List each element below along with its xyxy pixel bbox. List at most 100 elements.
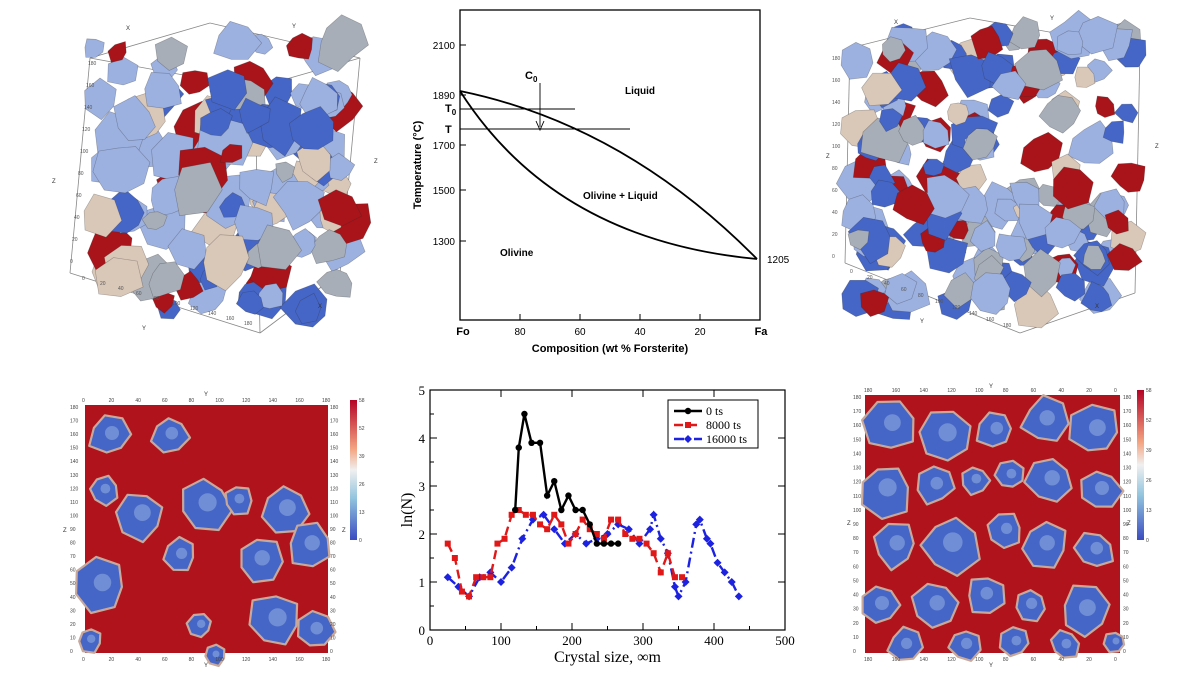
slice-crystal-core: [875, 596, 889, 610]
cube-tick-label: 60: [901, 287, 907, 293]
grain-particle: [141, 211, 168, 230]
grain-particle: [239, 97, 271, 134]
data-point: [681, 578, 690, 586]
data-point: [713, 558, 722, 567]
slice-crystal-core: [268, 608, 287, 627]
slice-crystal-core: [943, 532, 963, 552]
data-point: [521, 410, 528, 418]
data-point: [607, 540, 615, 547]
cube-tick-label: 80: [154, 296, 160, 302]
data-point: [593, 540, 601, 547]
grain-particle: [847, 229, 870, 251]
slice-y-tick: 80: [70, 541, 76, 547]
slice-crystal-core: [878, 478, 897, 497]
slice-y-tick: 60: [70, 568, 76, 574]
slice-x-tick: 80: [189, 398, 195, 404]
slice-y-tick: 110: [330, 500, 338, 506]
slice-left-axis-z2: Z: [342, 528, 346, 534]
slice-y-tick: 140: [1123, 451, 1132, 457]
slice-y-tick: 10: [70, 635, 76, 641]
y-tick-label: 1: [419, 575, 426, 590]
cube-tick-label: 120: [190, 306, 199, 312]
slice-x-tick: 100: [215, 657, 224, 663]
grain-particle: [882, 36, 906, 63]
cube-tick-label: 180: [88, 61, 97, 67]
grain-particle: [1052, 166, 1094, 210]
data-point: [649, 510, 658, 519]
slice-x-tick: 40: [135, 398, 141, 404]
series-8000-ts: [444, 507, 686, 600]
data-point: [679, 574, 686, 581]
slice-x-tick: 160: [295, 657, 304, 663]
data-point: [614, 540, 622, 547]
slice-crystal-core: [961, 637, 973, 649]
slice-y-tick: 180: [853, 395, 862, 401]
grain-particle: [83, 193, 123, 238]
grain-particle: [148, 261, 185, 299]
slice-x-tick: 80: [189, 657, 195, 663]
cube-tick-label: 100: [832, 144, 841, 150]
phase-xtick-40: 40: [634, 327, 646, 338]
grain-particle: [1110, 162, 1146, 193]
slice-x-tick: 160: [295, 398, 304, 404]
data-point: [586, 521, 593, 528]
cube-left-axis-z: Z: [52, 179, 56, 185]
slice-y-tick: 0: [70, 649, 73, 655]
slice-crystal-core: [93, 573, 112, 592]
slice-x-tick: 80: [1003, 388, 1009, 394]
data-point: [451, 555, 458, 561]
cube-tick-label: 120: [832, 122, 841, 128]
data-point: [586, 526, 593, 533]
grain-particle: [203, 234, 250, 292]
phase-end-label-1205: 1205: [767, 255, 790, 266]
slice-y-tick: 120: [330, 486, 339, 492]
x-tick-label: 500: [775, 633, 795, 648]
grain-particle: [926, 174, 970, 219]
cube-left-axis-z2: Z: [374, 159, 378, 165]
slice-x-tick: 160: [892, 657, 901, 663]
data-point: [650, 550, 657, 557]
phase-ytick-1500: 1500: [433, 186, 456, 197]
slice-y-tick: 10: [330, 635, 336, 641]
slice-y-tick: 170: [330, 419, 339, 425]
grain-particle: [1067, 120, 1114, 164]
grain-particle: [1023, 248, 1061, 298]
slice-y-tick: 70: [330, 554, 336, 560]
grain-particle: [92, 146, 151, 194]
grain-particle: [257, 224, 302, 270]
grain-particle: [870, 179, 901, 208]
colorbar-tick: 13: [359, 510, 365, 516]
cube-left-render: X Y Z Z X Y 0 20 40 60 80 100 120 140 160 180 0 20 4…: [52, 14, 378, 334]
slice-y-tick: 100: [70, 513, 79, 519]
grain-particle: [200, 108, 233, 137]
slice-left-colorbar: [350, 400, 357, 540]
grain-particle: [1082, 245, 1106, 270]
cube-tick-label: 40: [74, 215, 80, 221]
slice-crystal-core: [100, 483, 111, 494]
y-tick-label: 3: [419, 479, 426, 494]
slice-x-tick: 20: [1086, 657, 1092, 663]
cube-tick-label: 40: [118, 286, 124, 292]
cube-tick-label: 160: [832, 78, 841, 84]
cube-tick-label: 100: [172, 301, 181, 307]
slice-crystal-core: [889, 535, 905, 551]
slice-crystal-core: [1001, 522, 1013, 534]
slice-y-tick: 90: [1123, 522, 1129, 528]
slice-crystal-core: [971, 473, 982, 484]
slice-right-axis-y: Y: [989, 384, 993, 390]
x-tick-label: 400: [704, 633, 724, 648]
slice-crystal-core: [929, 595, 945, 611]
slice-y-tick: 20: [70, 622, 76, 628]
colorbar-tick: 0: [359, 538, 362, 544]
data-point: [664, 550, 671, 557]
cube-tick-label: 0: [70, 259, 73, 265]
series-16000-ts: [443, 510, 743, 601]
cube-tick-label: 180: [1003, 323, 1012, 329]
grain-particle: [1008, 16, 1041, 50]
slice-y-tick: 150: [853, 437, 862, 443]
slice-x-tick: 160: [892, 388, 901, 394]
slice-y-tick: 20: [853, 621, 859, 627]
cube-tick-label: 60: [136, 291, 142, 297]
legend-label: 8000 ts: [706, 418, 741, 432]
data-point: [692, 520, 701, 529]
